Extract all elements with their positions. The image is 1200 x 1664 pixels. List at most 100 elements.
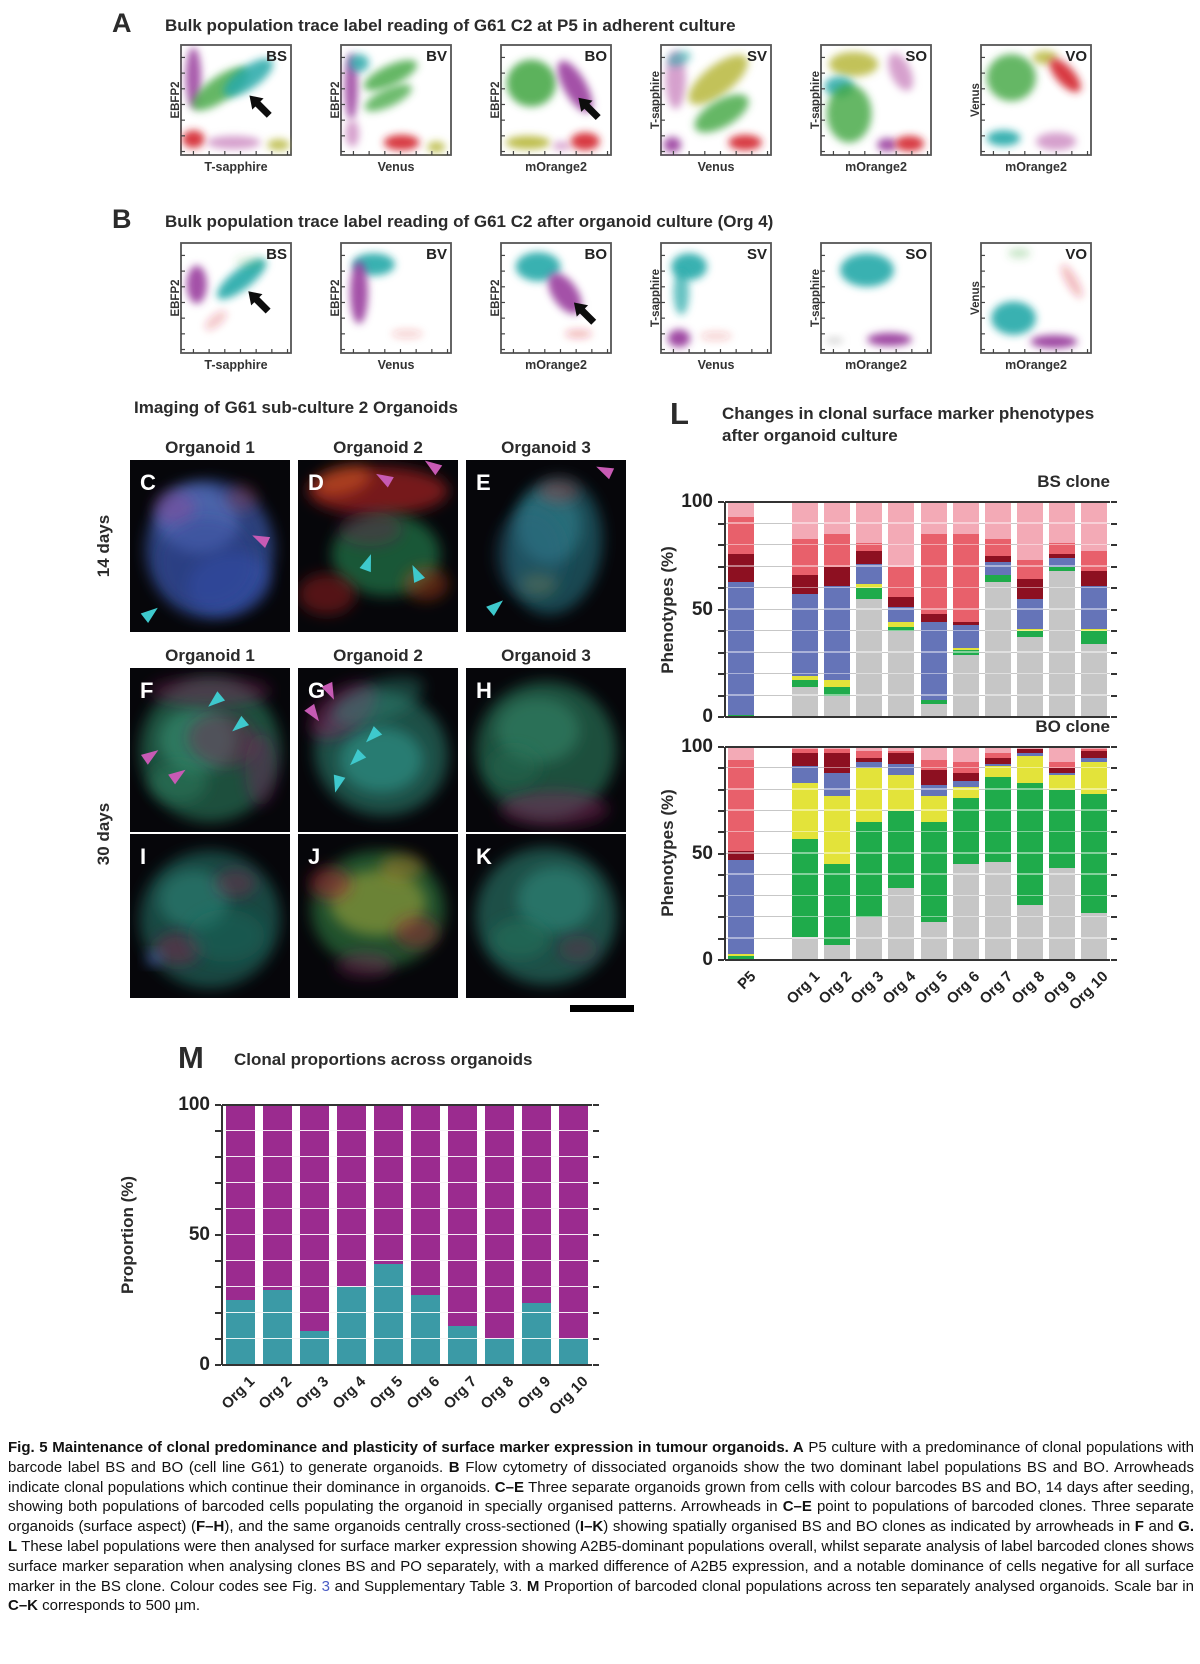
segment-pink	[856, 747, 883, 752]
segment-blue	[984, 562, 1011, 576]
caption-run: B	[448, 1458, 460, 1476]
y-tick-right	[593, 1364, 599, 1366]
y-tick-right	[593, 1208, 599, 1210]
y-tick	[215, 1130, 221, 1132]
segment-dark-red	[728, 851, 755, 860]
segment-BO clone (purple)	[263, 1105, 292, 1290]
bo-clone-bar-org-10	[1080, 747, 1107, 960]
segment-blue	[856, 564, 883, 584]
y-tick-label: 0	[702, 949, 713, 970]
svg-text:D: D	[308, 470, 324, 495]
segment-blue	[888, 764, 915, 775]
svg-text:SV: SV	[747, 48, 767, 65]
segment-gray	[824, 695, 851, 717]
segment-blue	[888, 607, 915, 623]
svg-text:C: C	[140, 470, 156, 495]
clonal-proportions-bar-org-8	[485, 1105, 514, 1365]
segment-green	[952, 798, 979, 865]
y-tick-right	[1111, 809, 1117, 812]
y-tick	[215, 1104, 221, 1106]
bs-clone-bar-org-1	[792, 502, 819, 717]
gridline	[725, 630, 1110, 631]
segment-yellow	[888, 622, 915, 627]
microscopy-image-K: K	[466, 834, 626, 998]
organoid-column-header: Organoid 2	[333, 438, 423, 457]
segment-gray	[984, 581, 1011, 717]
gridline	[725, 788, 1110, 790]
microscopy-image-G: G	[298, 668, 458, 832]
gridline-overlay	[222, 1233, 592, 1235]
segment-red	[888, 566, 915, 597]
caption-run: point to populations of barcoded clones.…	[8, 1498, 1194, 1536]
panel-b-title: Bulk population trace label reading of G…	[165, 212, 774, 231]
axis-top	[725, 746, 1110, 748]
clonal-proportions-bar-org-6	[411, 1105, 440, 1365]
y-tick	[215, 1234, 221, 1236]
bs-clone-ylabel: Phenotypes (%)	[658, 546, 677, 674]
caption-run: F–H	[196, 1518, 225, 1536]
segment-BS clone (teal)	[226, 1300, 255, 1365]
y-tick-right	[593, 1156, 599, 1158]
bo-clone-bar-org-1	[792, 747, 819, 960]
svg-text:I: I	[140, 844, 146, 869]
segment-blue	[824, 772, 851, 796]
svg-text:SV: SV	[747, 246, 767, 263]
segment-yellow	[856, 768, 883, 822]
bo-clone-chart: P5 Org 1 Org 2 Org 3 Org 4 Org 5 Org 6 Org 7 Org…	[681, 736, 1117, 1014]
segment-dark-red	[920, 770, 947, 786]
y-tick	[215, 1338, 221, 1340]
gridline-overlay	[725, 852, 1110, 854]
segment-dark-red	[1048, 553, 1075, 558]
x-category-label: Org 5	[911, 968, 952, 1008]
caption-run: Fig. 5	[8, 1439, 53, 1456]
segment-green	[856, 821, 883, 918]
bs-clone-bar-org-3	[856, 502, 883, 717]
x-category-label: Org 3	[847, 968, 888, 1008]
segment-BS clone (teal)	[522, 1302, 551, 1365]
flow-plot-b-SO: T-sapphire SO mOrange2	[800, 242, 958, 394]
x-category-label: Org 3	[292, 1373, 333, 1413]
organoid-column-header: Organoid 2	[333, 646, 423, 665]
segment-red	[792, 749, 819, 754]
bs-clone-bar-org-8	[1016, 502, 1043, 717]
segment-yellow	[824, 796, 851, 865]
segment-BS clone (teal)	[448, 1326, 477, 1365]
segment-BO clone (purple)	[411, 1105, 440, 1295]
organoid-column-header: Organoid 3	[501, 438, 591, 457]
axis-top	[222, 1104, 592, 1106]
segment-dark-red	[1016, 749, 1043, 754]
magenta-arrowhead	[321, 681, 334, 700]
gridline	[725, 544, 1110, 545]
y-tick	[718, 587, 724, 589]
segment-yellow	[1016, 628, 1043, 631]
segment-green	[888, 626, 915, 631]
gridline	[725, 565, 1110, 567]
y-tick-label: 50	[691, 598, 713, 620]
flow-plot-a-BV: EBFP2 BV Venus	[320, 44, 478, 196]
segment-dark-red	[792, 753, 819, 767]
segment-pink	[1048, 747, 1075, 762]
segment-pink	[888, 747, 915, 752]
segment-dark-red	[984, 757, 1011, 765]
segment-gray	[1080, 643, 1107, 717]
svg-text:BS: BS	[266, 48, 287, 65]
dominant-population-arrow	[573, 302, 597, 325]
y-tick	[718, 809, 724, 812]
flow-plot-canvas: BO	[500, 242, 612, 354]
panel-b-letter: B	[112, 204, 132, 234]
gridline-overlay	[725, 694, 1110, 696]
caption-run: C–E	[782, 1498, 812, 1516]
gridline	[725, 694, 1110, 696]
bs-clone-bar-org-5	[920, 502, 947, 717]
segment-green	[1080, 631, 1107, 644]
gridline-overlay	[725, 672, 1110, 674]
svg-text:F: F	[140, 678, 153, 703]
svg-text:G: G	[308, 678, 325, 703]
segment-red	[728, 517, 755, 554]
caption-run: Flow cytometry of dissociated organoids …	[8, 1458, 1194, 1496]
panel-l-title-line1: Changes in clonal surface marker phenoty…	[722, 404, 1095, 423]
axis-y	[724, 502, 726, 717]
segment-pink	[952, 502, 979, 535]
clonal-proportions-bar-org-1	[226, 1105, 255, 1365]
y-tick	[718, 608, 724, 611]
